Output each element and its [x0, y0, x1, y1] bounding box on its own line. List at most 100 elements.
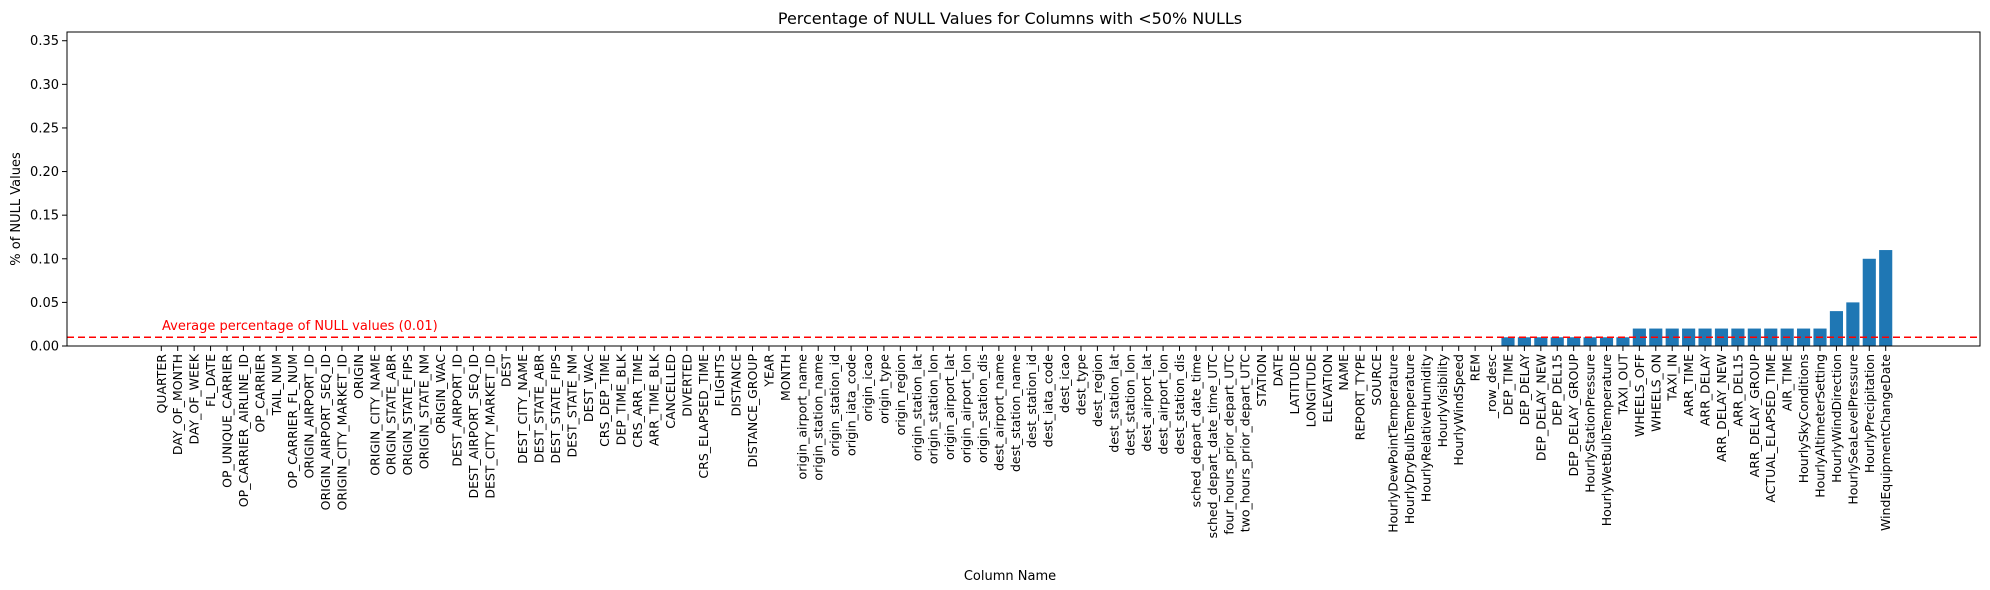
x-tick-label: DEST_STATE_FIPS	[548, 354, 563, 464]
x-tick-label: dest_airport_lat	[1139, 354, 1154, 452]
x-tick-label: WHEELS_OFF	[1632, 354, 1647, 437]
x-tick-label: DEST	[499, 354, 514, 387]
x-tick-label: ORIGIN_STATE_FIPS	[400, 354, 415, 476]
x-tick-label: two_hours_prior_depart_UTC	[1238, 354, 1253, 533]
x-tick-label: ORIGIN	[351, 354, 366, 399]
x-tick-label: origin_airport_name	[794, 354, 809, 480]
y-tick-label: 0.30	[30, 78, 59, 93]
x-tick-label: OP_UNIQUE_CARRIER	[219, 354, 234, 488]
x-tick-label: LATITUDE	[1287, 354, 1302, 415]
x-tick-label: DEST_CITY_NAME	[515, 354, 530, 464]
x-tick-label: origin_iata_code	[844, 354, 859, 456]
x-tick-label: sched_depart_date_time_UTC	[1205, 354, 1220, 539]
x-tick-label: ARR_DELAY	[1698, 354, 1713, 427]
y-tick-label: 0.25	[30, 121, 59, 136]
x-tick-label: dest_station_id	[1024, 354, 1039, 448]
x-tick-label: YEAR	[761, 354, 776, 388]
y-tick-label: 0.10	[30, 252, 59, 267]
x-tick-label: origin_airport_lon	[959, 354, 974, 463]
x-tick-label: HourlyStationPressure	[1583, 354, 1598, 493]
x-tick-label: ARR_TIME	[1681, 354, 1696, 416]
y-axis-label: % of NULL Values	[9, 152, 24, 266]
x-tick-label: DIVERTED	[679, 354, 694, 417]
x-tick-label: TAIL_NUM	[269, 354, 284, 416]
bar	[1616, 337, 1630, 346]
x-tick-label: HourlyWindDirection	[1829, 354, 1844, 483]
x-tick-label: HourlyVisibility	[1435, 353, 1450, 447]
x-tick-label: _row_desc	[1484, 354, 1499, 419]
bar	[1764, 328, 1778, 346]
x-tick-label: four_hours_prior_depart_UTC	[1221, 354, 1236, 535]
bar	[1501, 337, 1515, 346]
x-tick-label: HourlyDewPointTemperature	[1386, 354, 1401, 533]
x-tick-label: HourlyRelativeHumidity	[1418, 353, 1433, 502]
x-tick-label: DEST_CITY_MARKET_ID	[482, 354, 497, 499]
bar	[1879, 250, 1893, 346]
x-tick-label: OP_CARRIER_AIRLINE_ID	[236, 354, 251, 507]
x-tick-label: ACTUAL_ELAPSED_TIME	[1763, 354, 1778, 503]
x-tick-label: HourlyWindSpeed	[1451, 354, 1466, 466]
x-tick-label: CRS_ARR_TIME	[630, 354, 645, 448]
x-axis-label: Column Name	[964, 569, 1056, 584]
x-tick-label: ARR_TIME_BLK	[646, 353, 661, 446]
bar	[1698, 328, 1712, 346]
x-tick-label: REPORT_TYPE	[1353, 354, 1368, 440]
bar	[1665, 328, 1679, 346]
x-tick-label: DAY_OF_WEEK	[187, 353, 202, 444]
x-tick-label: origin_type	[876, 354, 891, 424]
x-tick-label: CRS_ELAPSED_TIME	[696, 354, 711, 479]
bar	[1517, 337, 1531, 346]
x-tick-label: sched_depart_date_time	[1188, 354, 1203, 508]
x-tick-label: OP_CARRIER	[252, 354, 267, 433]
x-tick-label: origin_station_id	[827, 354, 842, 457]
x-tick-label: DISTANCE_GROUP	[745, 354, 760, 468]
x-tick-label: REM	[1468, 354, 1483, 381]
x-tick-label: TAXI_IN	[1665, 354, 1680, 402]
x-tick-label: origin_region	[893, 354, 908, 435]
x-tick-label: FL_DATE	[203, 354, 218, 407]
bar	[1862, 258, 1876, 346]
x-tick-label: dest_station_name	[1008, 354, 1023, 472]
x-tick-label: dest_station_lon	[1123, 354, 1138, 456]
x-tick-label: DEP_TIME	[1500, 354, 1515, 415]
x-tick-label: DAY_OF_MONTH	[170, 354, 185, 455]
x-tick-label: dest_airport_lon	[1156, 354, 1171, 454]
chart-title: Percentage of NULL Values for Columns wi…	[778, 9, 1242, 28]
x-tick-label: dest_type	[1073, 354, 1088, 416]
x-tick-label: DEP_DELAY_GROUP	[1566, 354, 1581, 477]
x-tick-label: WindEquipmentChangeDate	[1878, 354, 1893, 531]
x-tick-label: CRS_DEP_TIME	[597, 354, 612, 447]
bar	[1550, 337, 1564, 346]
x-tick-label: ORIGIN_CITY_MARKET_ID	[334, 354, 349, 510]
y-tick-label: 0.20	[30, 165, 59, 180]
bar	[1797, 328, 1811, 346]
y-tick-label: 0.05	[30, 296, 59, 311]
x-tick-label: QUARTER	[154, 354, 169, 414]
x-tick-label: DEST_AIRPORT_ID	[449, 354, 464, 467]
y-tick-label: 0.15	[30, 209, 59, 224]
x-tick-label: HourlyWetBulbTemperature	[1599, 354, 1614, 527]
bar	[1846, 302, 1860, 346]
x-tick-label: ORIGIN_AIRPORT_ID	[302, 354, 317, 478]
x-tick-label: ORIGIN_STATE_ABR	[384, 354, 399, 475]
x-tick-label: dest_iata_code	[1041, 354, 1056, 448]
bar	[1632, 328, 1646, 346]
x-tick-label: ARR_DELAY_GROUP	[1747, 354, 1762, 478]
bar	[1829, 311, 1844, 346]
x-tick-label: ORIGIN_STATE_NM	[417, 354, 432, 469]
x-tick-label: MONTH	[778, 354, 793, 401]
x-tick-label: DEST_WAC	[581, 354, 596, 422]
x-tick-label: origin_station_dis	[975, 354, 990, 463]
x-tick-label: HourlySeaLevelPressure	[1845, 354, 1860, 505]
x-tick-label: origin_station_name	[811, 354, 826, 481]
x-tick-label: DEP_DEL15	[1550, 354, 1565, 426]
x-tick-label: STATION	[1254, 354, 1269, 407]
x-tick-label: DEST_STATE_ABR	[532, 354, 547, 463]
x-tick-label: DEP_DELAY_NEW	[1533, 354, 1548, 461]
x-tick-label: DEST_STATE_NM	[564, 354, 579, 457]
x-tick-label: ELEVATION	[1320, 354, 1335, 423]
x-tick-label: WHEELS_ON	[1648, 354, 1663, 432]
x-tick-label: DEP_TIME_BLK	[614, 353, 629, 445]
x-tick-label: dest_station_dis	[1172, 354, 1187, 454]
